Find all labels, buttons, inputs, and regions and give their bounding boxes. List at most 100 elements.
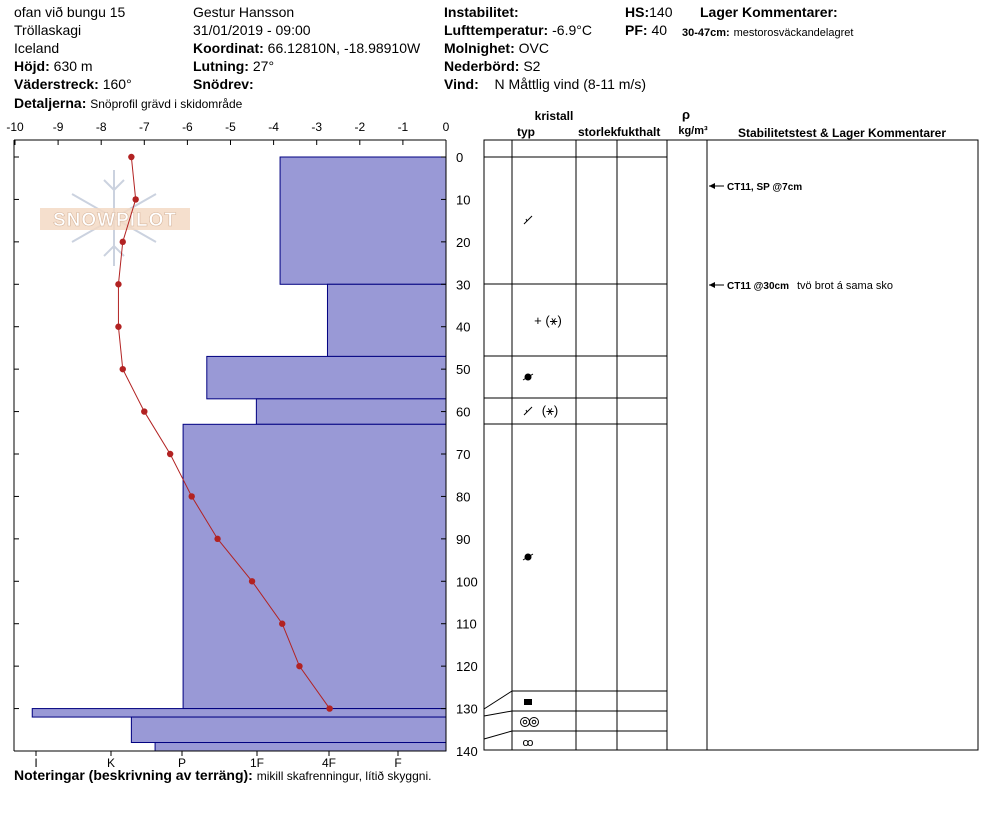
hardness-layer-5 (31, 708, 447, 718)
temp-tick-label: -4 (268, 120, 279, 134)
layer-comments-heading: Lager Kommentarer: (700, 4, 838, 20)
pf-label: PF: (625, 22, 648, 38)
elevation-label: Höjd: (14, 58, 50, 74)
test-arrow-head (709, 183, 715, 189)
temperature-point (119, 365, 126, 373)
depth-tick-label: 80 (456, 489, 470, 504)
decomposing-grain-icon (525, 218, 528, 222)
temp-tick-label: -6 (182, 120, 193, 134)
hardness-tick-label: I (34, 756, 37, 770)
depth-tick-label: 70 (456, 447, 470, 462)
temperature-axis: -10 -9 -8 -7 -6 -5 -4 -3 -2 -1 0 (6, 120, 450, 145)
precip-particle-grain-icon: + (⚹) (534, 313, 562, 328)
melt-freeze-grain-icon (531, 719, 537, 725)
region-name: Tröllaskagi (14, 22, 82, 38)
col-kristall: kristall (535, 109, 574, 123)
temp-tick-label: 0 (443, 120, 450, 134)
faceted-grain-icon (524, 699, 532, 705)
slope-label: Lutning: (193, 58, 249, 74)
location-name: ofan við bungu 15 (14, 4, 126, 20)
temperature-line (117, 156, 331, 709)
wind-value: N Måttlig vind (8-11 m/s) (494, 76, 646, 92)
depth-tick-label: 120 (456, 659, 478, 674)
pf-row: PF: 40 (625, 22, 667, 38)
hardness-layer-6 (130, 716, 447, 744)
temperature-point (115, 281, 122, 288)
details-label: Detaljerna: (14, 95, 87, 111)
temperature-profile (115, 153, 333, 712)
depth-tick-label: 60 (456, 405, 470, 420)
depth-tick-label: 50 (456, 362, 470, 377)
stability-label: Instabilitet: (444, 4, 519, 20)
hardness-tick-label: F (394, 756, 401, 770)
sky-label: Molnighet: (444, 40, 515, 56)
coordinates-row: Koordinat: 66.12810N, -18.98910W (193, 40, 420, 56)
logo-text: SNOWPILOT (53, 210, 177, 231)
temp-tick-label: -3 (311, 120, 322, 134)
depth-tick-label: 110 (456, 617, 477, 632)
hardness-tick-label: K (107, 756, 115, 770)
temperature-point (279, 620, 286, 627)
decomposing-grain-icon (525, 409, 528, 413)
col-typ: typ (517, 125, 535, 139)
mixed-grain-icon: (⚹) (542, 403, 558, 418)
precip-value: S2 (523, 58, 541, 74)
snowpilot-logo: SNOWPILOT (40, 170, 190, 266)
coordinates-label: Koordinat: (193, 40, 264, 56)
temp-tick-label: -7 (139, 120, 150, 134)
observation-datetime: 31/01/2019 - 09:00 (193, 22, 311, 38)
hardness-layer-2 (206, 355, 447, 400)
hardness-layer-3 (255, 398, 447, 425)
hardness-tick-label: 4F (322, 756, 336, 770)
depth-tick-label: 140 (456, 744, 478, 759)
temperature-point (188, 493, 195, 500)
temperature-point (326, 705, 333, 712)
notes-label: Noteringar (beskrivning av terräng): (14, 767, 253, 783)
test-label: CT11 @30cm (727, 281, 789, 292)
hs-row: HS:140 (625, 4, 672, 20)
hs-label: HS: (625, 4, 650, 20)
temperature-point (132, 196, 139, 203)
depth-axis: 0 10 20 30 40 50 60 70 80 90 100 110 120 130 140 (14, 150, 478, 759)
grain-table-frame (483, 139, 979, 751)
col-rho-unit: kg/m³ (678, 125, 708, 137)
test-label: CT11, SP @7cm (727, 182, 802, 193)
decomposing-grain-icon (523, 406, 533, 416)
test-comment: tvö brot á sama sko (797, 280, 893, 292)
depth-hoar-grain-icon: ꝏ (522, 737, 533, 749)
sky-row: Molnighet: OVC (444, 40, 549, 56)
notes-value: mikill skafrenningur, lítið skyggni. (256, 769, 432, 783)
temp-tick-label: -9 (53, 120, 64, 134)
grain-row-connector (483, 710, 513, 717)
layer-comment-range: 30-47cm: (682, 27, 730, 39)
air-temp-label: Lufttemperatur: (444, 22, 549, 38)
aspect-label: Väderstreck: (14, 76, 99, 92)
temperature-point (128, 153, 135, 161)
stability-tests: CT11, SP @7cm CT11 @30cm tvö brot á sama s… (709, 182, 893, 292)
temperature-point (248, 578, 256, 585)
coordinates-value: 66.12810N, -18.98910W (267, 40, 421, 56)
layer-comment-text: mestorosväckandelagret (733, 27, 854, 39)
hardness-tick-label: P (178, 756, 186, 770)
depth-tick-label: 10 (456, 192, 470, 207)
test-arrow-head (709, 282, 715, 288)
country-name: Iceland (14, 40, 60, 56)
pf-value: 40 (651, 22, 668, 38)
hardness-layer-0 (279, 156, 447, 285)
details-row: Detaljerna: Snöprofil grävd i skidområde (14, 95, 242, 112)
elevation-value: 630 m (53, 58, 93, 74)
grain-row-connector (483, 730, 513, 740)
temp-tick-label: -1 (398, 120, 409, 134)
precip-row: Nederbörd: S2 (444, 58, 540, 74)
temperature-point (296, 662, 303, 670)
air-temp-value: -6.9°C (552, 22, 592, 38)
hardness-axis: I K P 1F 4F F (34, 751, 402, 770)
wind-row: Vind: N Måttlig vind (8-11 m/s) (444, 76, 646, 92)
notes-row: Noteringar (beskrivning av terräng): mik… (14, 767, 431, 784)
aspect-row: Väderstreck: 160° (14, 76, 132, 92)
col-comments: Stabilitetstest & Lager Kommentarer (738, 126, 946, 140)
temperature-point (141, 408, 148, 415)
grain-row-connector (483, 690, 513, 710)
